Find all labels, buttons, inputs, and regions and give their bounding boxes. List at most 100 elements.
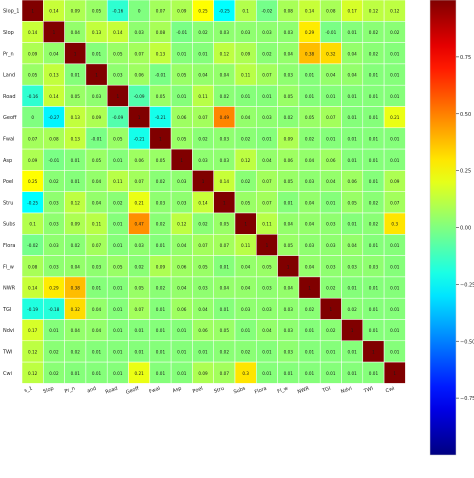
cell-value-label: 0.01 [156,349,166,354]
cell-value-label: 0.03 [262,286,272,291]
cell-value-label: 0.01 [241,94,251,99]
column-label: Ndvi [340,386,353,395]
cell-value-label: 0.04 [220,73,230,78]
cell-value-label: 0.11 [113,179,123,184]
cell-value-label: 0.17 [347,9,357,14]
cell-value-label: 0.04 [347,51,357,56]
cell-value-label: 0.01 [369,158,379,163]
cell-value-label: 0.01 [369,94,379,99]
column-label: Asp [172,386,183,395]
cell-value-label: 0.07 [134,51,144,56]
cell-value-label: 0.01 [390,158,400,163]
cell-value-label: 1 [266,243,269,248]
cell-value-label: 0.02 [156,286,166,291]
cell-value-label: 0.01 [113,243,123,248]
column-label: Pr_n [64,386,76,395]
cell-value-label: 0.14 [28,286,38,291]
cell-value-label: 0.05 [92,158,102,163]
cell-value-label: 0.05 [71,94,81,99]
cell-value-label: 0.1 [29,222,36,227]
row-label: Flora [3,243,15,249]
cell-value-label: 0.03 [49,243,59,248]
cell-value-label: 0.01 [347,115,357,120]
row-label: TWI [2,349,12,355]
cell-value-label: 0.11 [198,94,208,99]
cell-value-label: 0.08 [28,264,38,269]
cell-value-label: 0.04 [284,222,294,227]
cell-value-label: 0.03 [326,264,336,269]
cell-value-label: 0.04 [347,73,357,78]
cell-value-label: -0.02 [262,9,273,14]
cell-value-label: 1 [393,371,396,376]
cell-value-label: 0.02 [71,243,81,248]
cell-value-label: 0.14 [49,9,59,14]
cell-value-label: 0.02 [326,328,336,333]
cell-value-label: 0.03 [262,115,272,120]
cell-value-label: 0.04 [177,286,187,291]
cell-value-label: 0.07 [220,243,230,248]
cell-value-label: 0.02 [241,179,251,184]
cell-value-label: 0.02 [198,136,208,141]
cell-value-label: -0.16 [27,94,38,99]
cell-value-label: 0.02 [326,286,336,291]
cell-value-label: 0.01 [369,328,379,333]
cell-value-label: 0.14 [220,179,230,184]
cell-value-label: 0.01 [177,94,187,99]
cell-value-label: 0.01 [113,222,123,227]
row-label: Fl_w [3,264,14,270]
cell-value-label: 0.03 [326,243,336,248]
cell-value-label: 0.01 [241,328,251,333]
column-label: and [86,386,97,395]
cell-value-label: 0.01 [369,179,379,184]
cell-value-label: 0.01 [198,349,208,354]
row-label: TGI [2,307,11,313]
cell-value-label: -0.01 [155,73,166,78]
cell-value-label: 0.02 [347,307,357,312]
cell-value-label: 0.02 [156,222,166,227]
cell-value-label: 0.01 [92,51,102,56]
cell-value-label: 0.13 [156,51,166,56]
cell-value-label: 0.01 [369,286,379,291]
row-label: Asp [3,158,12,164]
cell-value-label: 0.05 [198,264,208,269]
cell-value-label: 0.08 [49,136,59,141]
cell-value-label: 0.04 [92,307,102,312]
cell-value-label: 0.01 [92,286,102,291]
cell-value-label: 0.08 [284,9,294,14]
cell-value-label: 0.09 [198,371,208,376]
row-label: NWR [3,286,16,292]
cell-value-label: 0.01 [305,73,315,78]
row-label: Stru [3,200,13,206]
cell-value-label: 0.05 [347,200,357,205]
cell-value-label: 0.11 [241,243,251,248]
cell-value-label: 0.11 [92,222,102,227]
cell-value-label: 0.01 [305,94,315,99]
cell-value-label: 0.07 [92,243,102,248]
cell-value-label: 0.14 [305,9,315,14]
cell-value-label: 0.01 [71,371,81,376]
cell-value-label: 0.14 [28,30,38,35]
cell-value-label: 0.12 [28,349,38,354]
cell-value-label: 0.06 [134,73,144,78]
cell-value-label: 0.01 [262,136,272,141]
cell-value-label: 0.01 [156,371,166,376]
cell-value-label: 0.01 [347,30,357,35]
cell-value-label: 0.25 [28,179,38,184]
cell-value-label: 0.06 [198,328,208,333]
cell-value-label: 0.05 [220,328,230,333]
cell-value-label: 0.03 [49,222,59,227]
cell-value-label: 0.05 [177,136,187,141]
cell-value-label: 0.14 [113,30,123,35]
cell-value-label: 0.04 [284,51,294,56]
cell-value-label: -0.09 [134,94,145,99]
cell-value-label: 0.04 [71,264,81,269]
cell-value-label: -0.01 [325,30,336,35]
cell-value-label: 1 [351,328,354,333]
cell-value-label: 0.03 [49,264,59,269]
cell-value-label: -0.01 [176,30,187,35]
cell-value-label: 0.04 [347,243,357,248]
cell-value-label: -0.02 [27,243,38,248]
cell-value-label: 0.01 [198,51,208,56]
cell-value-label: 0.01 [49,328,59,333]
cell-value-label: 0.01 [369,136,379,141]
